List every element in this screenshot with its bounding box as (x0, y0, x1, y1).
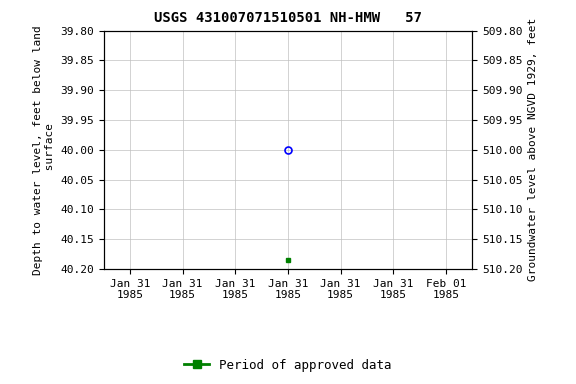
Legend: Period of approved data: Period of approved data (179, 354, 397, 377)
Y-axis label: Groundwater level above NGVD 1929, feet: Groundwater level above NGVD 1929, feet (528, 18, 538, 281)
Title: USGS 431007071510501 NH-HMW   57: USGS 431007071510501 NH-HMW 57 (154, 12, 422, 25)
Y-axis label: Depth to water level, feet below land
 surface: Depth to water level, feet below land su… (33, 25, 55, 275)
